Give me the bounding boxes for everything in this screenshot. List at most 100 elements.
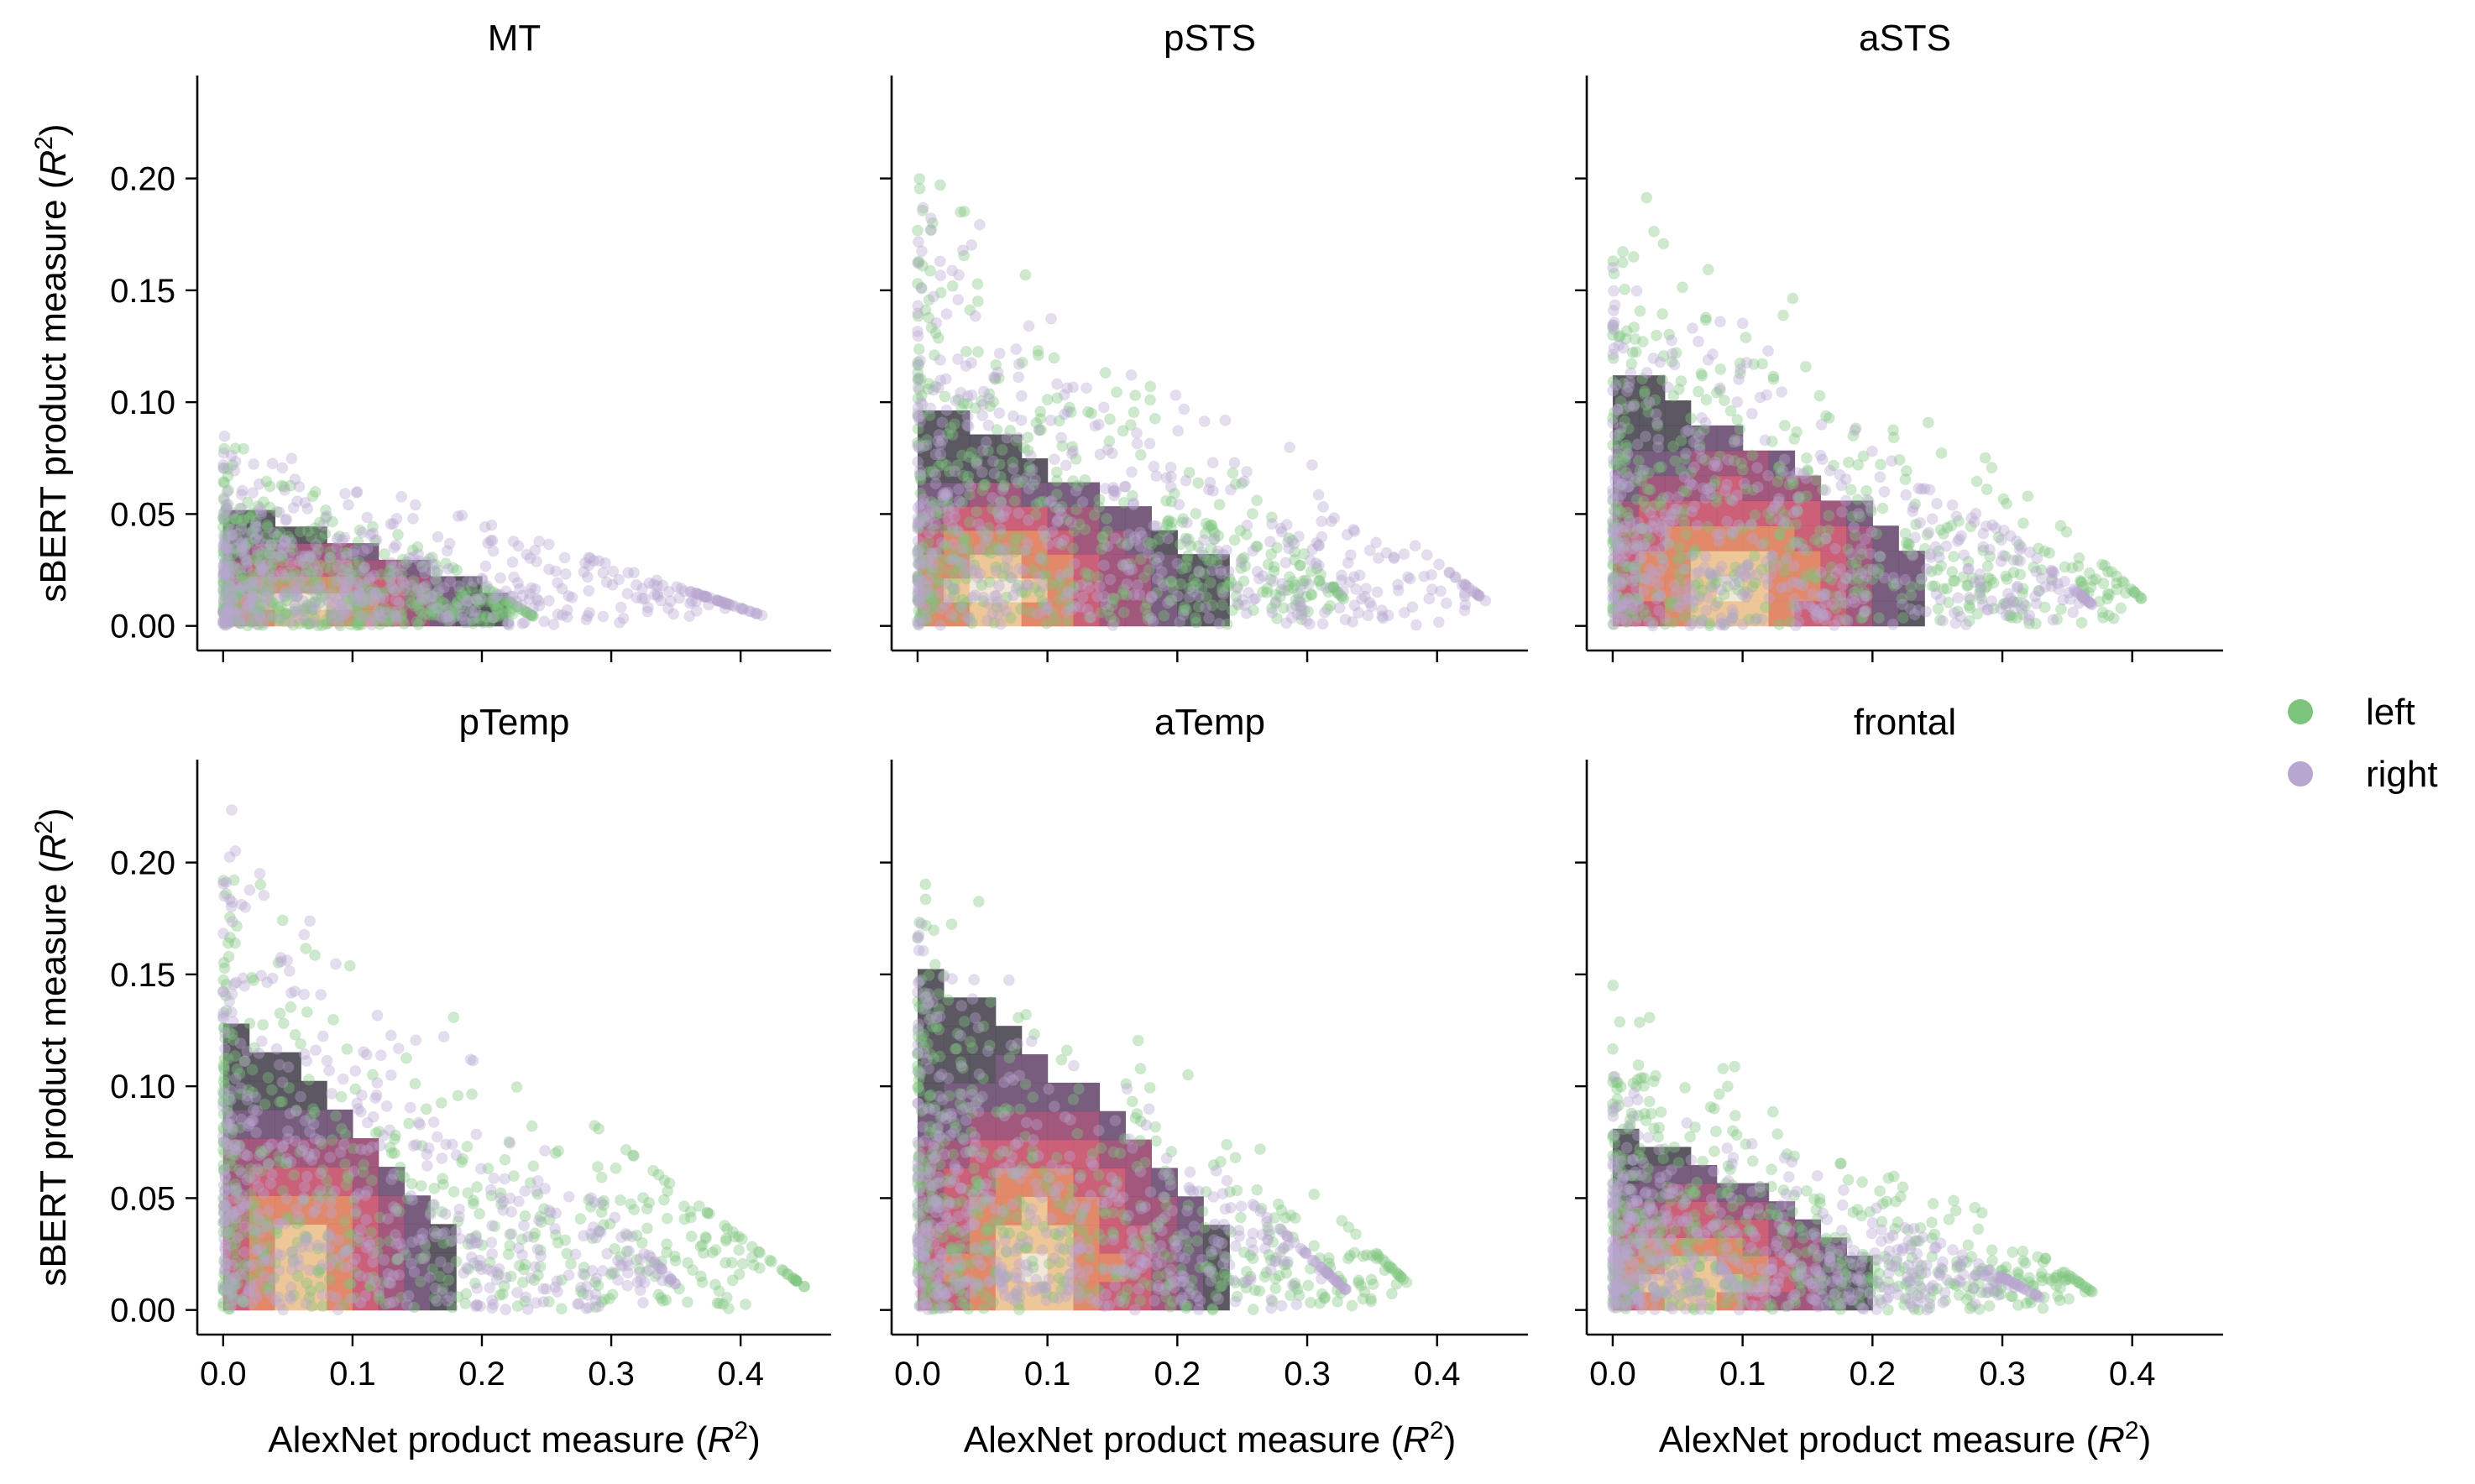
scatter-point [218,962,231,975]
scatter-point [242,496,254,509]
scatter-point [1648,515,1661,527]
scatter-point [232,614,244,626]
scatter-point [1635,553,1647,566]
scatter-point [1713,565,1725,577]
scatter-point [285,986,297,999]
scatter-point [489,592,502,604]
scatter-point [1213,499,1226,511]
scatter-point [319,562,332,574]
scatter-point [1145,592,1158,604]
scatter-point [345,565,358,577]
scatter-point [1834,468,1846,481]
scatter-point [218,430,231,442]
scatter-point [390,539,402,551]
scatter-point [467,1194,479,1207]
scatter-point [933,1023,945,1036]
scatter-point [940,308,953,321]
scatter-point [2031,552,2043,565]
scatter-point [390,593,402,606]
scatter-point [542,594,555,607]
scatter-point [929,478,942,490]
scatter-point [259,530,272,542]
scatter-point [470,1128,483,1141]
scatter-point [226,582,238,594]
scatter-point [562,1190,575,1203]
scatter-point [280,515,292,527]
scatter-point [248,458,260,471]
scatter-point [222,470,234,483]
scatter-point [511,600,524,613]
scatter-point [413,604,426,616]
scatter-point [261,543,274,556]
scatter-point [276,1076,289,1089]
scatter-point [1819,484,1832,497]
series-right [217,430,768,631]
scatter-point [609,1211,621,1224]
scatter-point [948,418,960,431]
scatter-point [259,574,272,587]
heatmap-cell [249,559,276,577]
y-axis-label: sBERT product measure (R2) [30,123,74,602]
scatter-point [277,555,290,567]
scatter-point [432,603,445,615]
heatmap-cell [275,559,301,577]
scatter-point [497,1204,510,1216]
scatter-point [662,585,675,598]
scatter-point [220,590,233,603]
scatter-point [222,611,235,624]
scatter-point [278,480,290,493]
heatmap-cell [378,609,406,627]
scatter-point [1316,618,1329,630]
scatter-point [1656,541,1669,554]
heatmap-cell [249,543,276,561]
scatter-point [1787,575,1799,588]
scatter-point [256,551,269,563]
scatter-point [222,484,235,497]
scatter-point [1909,531,1922,544]
scatter-point [1952,592,1965,604]
scatter-point [2075,617,2088,630]
heatmap-cell [275,526,301,544]
scatter-point [228,586,240,598]
scatter-point [245,577,258,590]
heatmap-cell [327,559,353,577]
heatmap-cell [249,526,276,544]
scatter-point [958,205,971,217]
scatter-point [367,1256,379,1268]
scatter-point [442,609,455,622]
scatter-point [1091,590,1104,603]
scatter-point [1702,264,1714,276]
scatter-point [1878,485,1891,498]
scatter-point [474,1300,487,1313]
scatter-point [543,1204,556,1217]
scatter-point [993,544,1006,556]
scatter-point [915,282,928,295]
scatter-point [217,476,230,489]
scatter-point [2047,614,2059,626]
scatter-point [437,604,449,617]
scatter-point [1946,499,1959,511]
scatter-point [223,567,236,579]
scatter-point [287,619,300,631]
scatter-point [323,551,336,564]
heatmap-cell [301,526,327,544]
scatter-point [453,1203,466,1215]
scatter-point [406,544,419,556]
scatter-point [229,844,242,857]
scatter-point [250,515,263,527]
scatter-point [1131,437,1143,450]
scatter-point [431,567,443,579]
scatter-point [345,576,358,588]
scatter-point [254,601,266,614]
scatter-point [217,507,230,520]
scatter-point [1128,588,1140,601]
heatmap-cell [301,593,327,610]
scatter-point [667,608,680,620]
scatter-point [1790,518,1803,530]
scatter-point [504,596,516,609]
scatter-point [379,606,391,619]
scatter-point [274,549,286,562]
scatter-point [408,1266,421,1278]
scatter-point [225,1300,238,1313]
scatter-point [1638,538,1651,551]
